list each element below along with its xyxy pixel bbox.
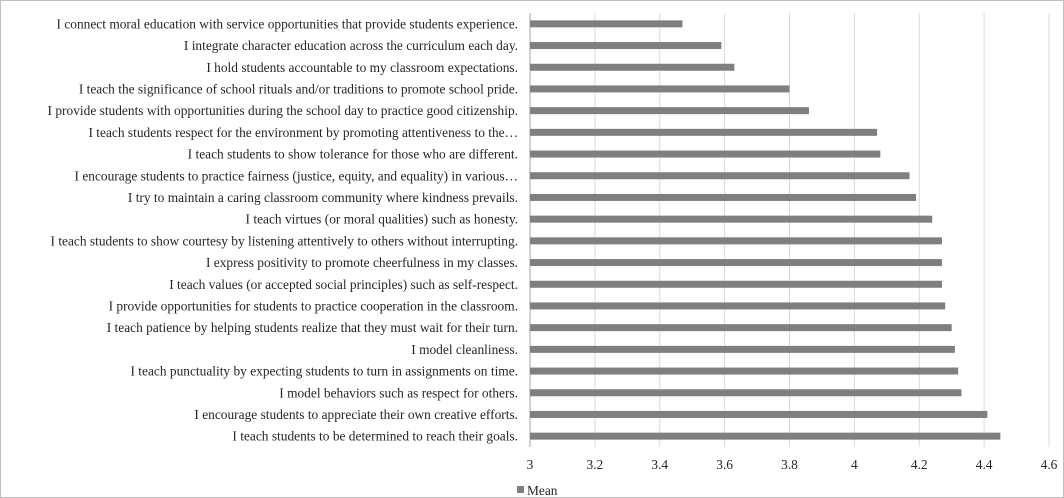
legend-swatch	[517, 486, 524, 493]
bar	[530, 128, 878, 136]
bar	[530, 367, 959, 375]
bar	[530, 237, 942, 245]
bar	[530, 432, 1001, 440]
bars	[530, 20, 1001, 440]
x-tick-label: 4.4	[976, 457, 993, 472]
category-label: I teach patience by helping students rea…	[107, 320, 518, 335]
category-label: I teach the significance of school ritua…	[79, 81, 518, 96]
x-tick-label: 3.4	[651, 457, 668, 472]
bar	[530, 259, 942, 267]
bar	[530, 345, 955, 353]
bar	[530, 150, 881, 158]
x-tick-label: 4	[851, 457, 858, 472]
category-label: I model cleanliness.	[411, 342, 518, 357]
category-label: I teach students respect for the environ…	[88, 125, 518, 140]
gridlines	[529, 13, 1050, 447]
category-label: I teach students to show tolerance for t…	[188, 147, 518, 162]
category-label: I teach students to show courtesy by lis…	[51, 233, 518, 248]
x-axis-ticks: 3 3.2 3.4 3.6 3.8 4 4.2 4.4 4.6	[527, 457, 1058, 472]
bar	[530, 85, 790, 93]
bar	[530, 410, 988, 418]
bar	[530, 107, 809, 115]
category-label: I try to maintain a caring classroom com…	[128, 190, 518, 205]
bar	[530, 172, 910, 180]
category-label: I teach punctuality by expecting student…	[130, 364, 518, 379]
x-tick-label: 4.2	[911, 457, 928, 472]
category-label: I express positivity to promote cheerful…	[206, 255, 518, 270]
category-label: I integrate character education across t…	[184, 38, 518, 53]
bar	[530, 63, 735, 71]
x-tick-label: 4.6	[1041, 457, 1058, 472]
legend-label: Mean	[527, 483, 558, 497]
category-label: I connect moral education with service o…	[57, 16, 518, 31]
x-tick-label: 3.2	[587, 457, 604, 472]
bar	[530, 20, 683, 28]
category-label: I encourage students to practice fairnes…	[75, 168, 518, 183]
category-labels: I connect moral education with service o…	[48, 16, 518, 443]
bar	[530, 324, 952, 332]
category-label: I encourage students to appreciate their…	[194, 407, 518, 422]
x-tick-label: 3.6	[716, 457, 733, 472]
bar	[530, 302, 946, 310]
category-label: I hold students accountable to my classr…	[206, 60, 518, 75]
x-tick-label: 3	[527, 457, 534, 472]
bar	[530, 42, 722, 50]
bar	[530, 215, 933, 223]
bar	[530, 280, 942, 288]
category-label: I model behaviors such as respect for ot…	[279, 385, 518, 400]
category-label: I teach values (or accepted social princ…	[169, 277, 518, 292]
category-label: I provide students with opportunities du…	[48, 103, 518, 118]
x-tick-label: 3.8	[781, 457, 798, 472]
category-label: I teach students to be determined to rea…	[232, 429, 518, 444]
legend: Mean	[517, 483, 558, 497]
category-label: I teach virtues (or moral qualities) suc…	[246, 212, 518, 227]
bar	[530, 389, 962, 397]
bar	[530, 193, 917, 201]
category-label: I provide opportunities for students to …	[109, 298, 518, 313]
